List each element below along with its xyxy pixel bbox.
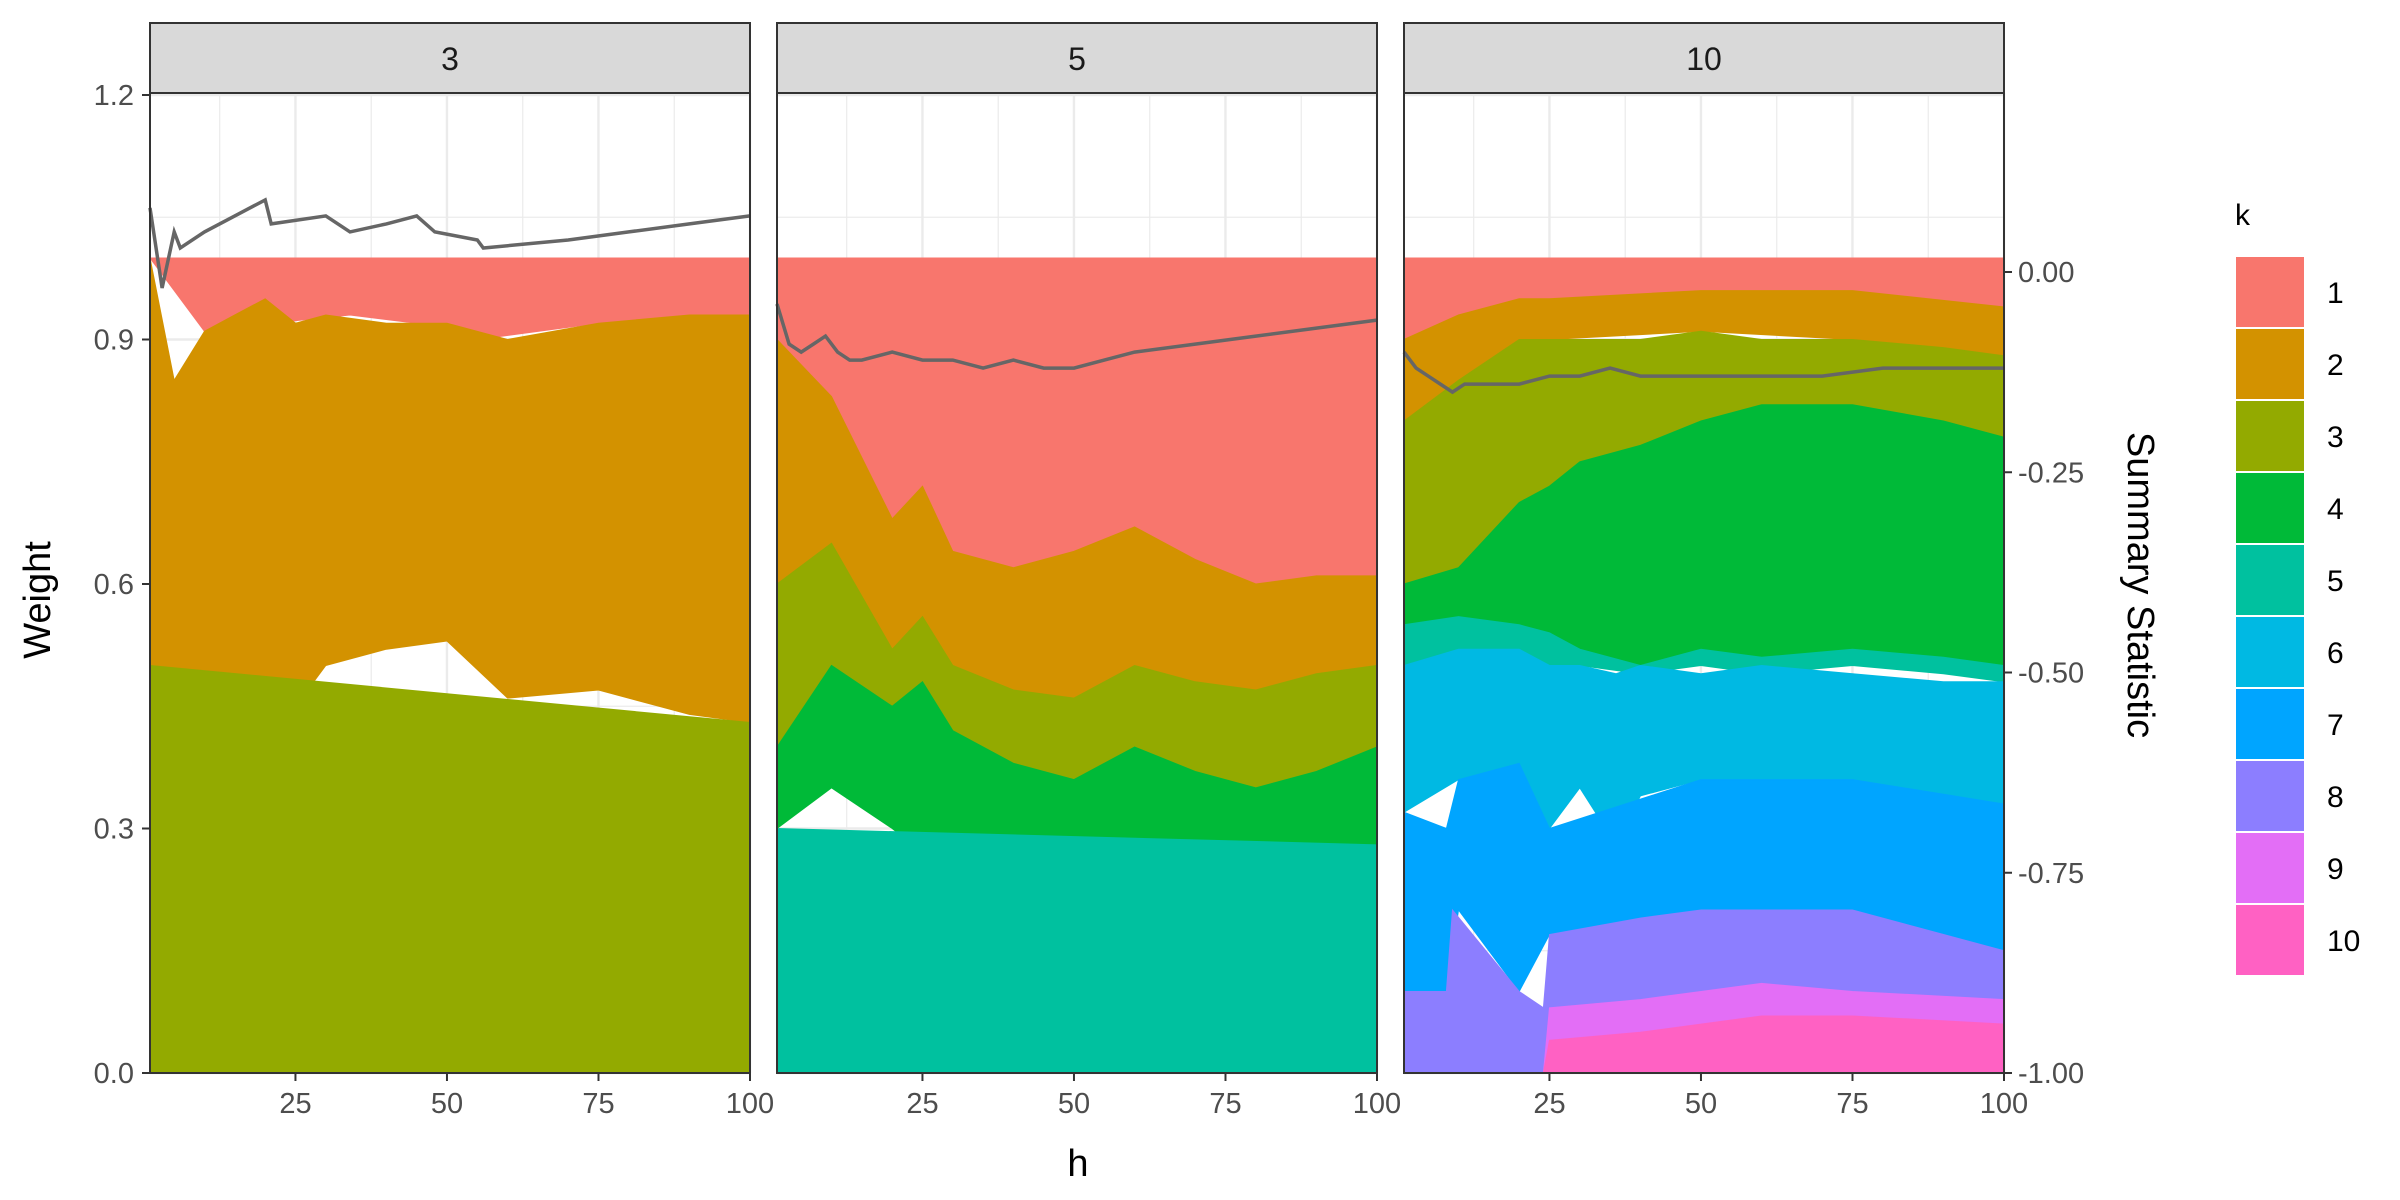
band-k-5	[776, 827, 1378, 1074]
facet-panel-10: 10 25 50 75 100	[1402, 22, 2028, 1120]
x-tick-label: 75	[1836, 1088, 1868, 1120]
weight-bands	[1403, 257, 2005, 1074]
legend: k 1 2 3 4 5 6 7 8 9 10	[2234, 199, 2360, 977]
panel-border	[1403, 92, 2005, 1074]
x-axis: 25 50 75 100	[906, 1073, 1401, 1120]
panels: 3 25 50 75 100 5 25 50 75 100 10 25 50 75 100	[148, 22, 2028, 1120]
legend-key-9	[2234, 831, 2306, 905]
facet-panel-3: 3 25 50 75 100	[148, 22, 774, 1120]
legend-label: 7	[2327, 709, 2344, 742]
facet-strip	[1403, 22, 2005, 94]
x-axis: 25 50 75 100	[1533, 1073, 2028, 1120]
weight-bands	[149, 257, 751, 1074]
legend-label: 9	[2327, 853, 2344, 886]
x-tick-label: 50	[1058, 1088, 1090, 1120]
y-axis-left: 0.0 0.3 0.6 0.9 1.2	[94, 80, 150, 1090]
x-tick-label: 25	[906, 1088, 938, 1120]
y2-axis-title: Summary Statistic	[2119, 432, 2161, 738]
legend-label: 10	[2327, 925, 2360, 958]
panel-border	[776, 92, 1378, 1074]
facet-strip-label: 5	[1068, 41, 1086, 77]
band-k-3	[149, 664, 751, 1074]
facet-strip	[149, 22, 751, 94]
y2-tick-label: -0.75	[2018, 858, 2084, 890]
x-tick-label: 50	[1685, 1088, 1717, 1120]
y-tick-label: 0.3	[94, 814, 134, 846]
facet-strip	[776, 22, 1378, 94]
y-axis-title: Weight	[17, 541, 59, 659]
x-axis: 25 50 75 100	[279, 1073, 774, 1120]
legend-label: 2	[2327, 349, 2344, 382]
x-tick-label: 75	[1209, 1088, 1241, 1120]
weight-bands	[776, 257, 1378, 1074]
legend-title: k	[2235, 199, 2251, 232]
legend-label: 1	[2327, 277, 2344, 310]
facet-panel-5: 5 25 50 75 100	[775, 22, 1401, 1120]
x-tick-label: 25	[279, 1088, 311, 1120]
x-tick-label: 100	[1353, 1088, 1401, 1120]
legend-label: 6	[2327, 637, 2344, 670]
legend-key-1	[2234, 255, 2306, 329]
y-tick-label: 1.2	[94, 80, 134, 112]
legend-label: 8	[2327, 781, 2344, 814]
x-tick-label: 50	[431, 1088, 463, 1120]
facet-strip-label: 3	[441, 41, 459, 77]
y2-tick-label: 0.00	[2018, 257, 2074, 289]
summary-statistic-line	[148, 197, 751, 289]
y2-tick-label: -0.25	[2018, 457, 2084, 489]
legend-label: 3	[2327, 421, 2344, 454]
legend-label: 4	[2327, 493, 2344, 526]
summary-statistic-line	[775, 303, 1378, 370]
legend-key-5	[2234, 543, 2306, 617]
legend-key-10	[2234, 903, 2306, 977]
y2-tick-label: -0.50	[2018, 658, 2084, 690]
legend-key-8	[2234, 759, 2306, 833]
legend-key-7	[2234, 687, 2306, 761]
summary-statistic-line	[1402, 351, 2004, 395]
facet-strip-label: 10	[1686, 41, 1722, 77]
x-axis-title: h	[1067, 1143, 1088, 1185]
legend-label: 5	[2327, 565, 2344, 598]
x-tick-label: 100	[726, 1088, 774, 1120]
legend-key-4	[2234, 471, 2306, 545]
x-tick-label: 25	[1533, 1088, 1565, 1120]
y-tick-label: 0.6	[94, 569, 134, 601]
x-tick-label: 75	[582, 1088, 614, 1120]
x-tick-label: 100	[1980, 1088, 2028, 1120]
legend-key-6	[2234, 615, 2306, 689]
legend-key-3	[2234, 399, 2306, 473]
y-axis-right: 0.00 -0.25 -0.50 -0.75 -1.00	[2004, 257, 2084, 1090]
y2-tick-label: -1.00	[2018, 1058, 2084, 1090]
y-tick-label: 0.9	[94, 325, 134, 357]
legend-key-2	[2234, 327, 2306, 401]
y-tick-label: 0.0	[94, 1058, 134, 1090]
